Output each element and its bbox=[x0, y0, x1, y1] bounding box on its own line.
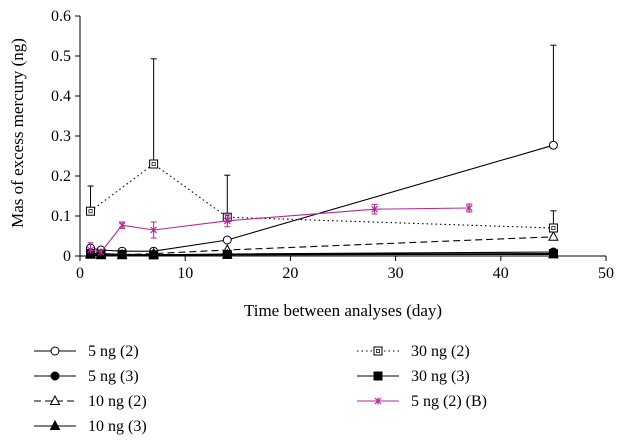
data-point bbox=[150, 226, 158, 234]
data-point bbox=[548, 140, 558, 150]
data-point bbox=[50, 371, 60, 381]
data-point-inner bbox=[88, 209, 93, 214]
data-point bbox=[548, 230, 559, 241]
data-point bbox=[86, 206, 96, 216]
series-layer bbox=[85, 44, 559, 260]
data-point bbox=[465, 204, 473, 212]
series bbox=[86, 249, 558, 260]
legend-item: 5 ng (2) (B) bbox=[357, 393, 487, 410]
data-point-box bbox=[548, 223, 558, 233]
legend-item: 5 ng (3) bbox=[34, 368, 139, 385]
data-point bbox=[373, 371, 383, 381]
y-tick-label: 0.4 bbox=[51, 88, 71, 105]
series bbox=[86, 44, 558, 256]
data-point bbox=[373, 346, 383, 356]
data-point bbox=[149, 159, 159, 169]
y-tick-label: 0 bbox=[63, 248, 71, 265]
x-tick-label: 40 bbox=[493, 265, 509, 282]
data-point bbox=[97, 248, 105, 256]
x-tick-label: 10 bbox=[177, 265, 193, 282]
data-point bbox=[87, 246, 94, 254]
legend-item: 10 ng (3) bbox=[34, 418, 147, 435]
legend-label: 5 ng (3) bbox=[88, 368, 139, 385]
data-point-box bbox=[149, 159, 159, 169]
data-point-box bbox=[86, 206, 96, 216]
data-point bbox=[50, 346, 60, 356]
y-tick-label: 0.6 bbox=[51, 8, 71, 25]
data-point bbox=[222, 249, 232, 259]
legend-item: 5 ng (2) bbox=[34, 343, 139, 360]
legend-item: 10 ng (2) bbox=[34, 393, 147, 410]
data-point bbox=[371, 205, 378, 213]
series bbox=[87, 203, 473, 256]
x-tick-label: 20 bbox=[282, 265, 298, 282]
legend-item: 30 ng (3) bbox=[357, 368, 470, 385]
x-tick-label: 30 bbox=[388, 265, 404, 282]
data-point bbox=[149, 250, 159, 260]
y-tick-label: 0.2 bbox=[51, 168, 71, 185]
data-point-inner bbox=[151, 162, 156, 166]
data-point-inner bbox=[551, 226, 556, 230]
legend-label: 5 ng (2) (B) bbox=[411, 393, 487, 410]
legend-label: 30 ng (2) bbox=[411, 343, 470, 360]
data-point bbox=[49, 419, 61, 430]
x-tick-label: 0 bbox=[76, 265, 84, 282]
y-tick-label: 0.1 bbox=[51, 208, 71, 225]
y-tick-label: 0.5 bbox=[51, 48, 71, 65]
legend-label: 10 ng (3) bbox=[88, 418, 147, 435]
series bbox=[86, 58, 558, 233]
data-point bbox=[118, 221, 126, 229]
data-point bbox=[223, 217, 231, 225]
data-point bbox=[117, 249, 127, 259]
data-point bbox=[49, 394, 61, 405]
series-line bbox=[90, 163, 554, 229]
series-line bbox=[90, 144, 554, 252]
legend-label: 5 ng (2) bbox=[88, 343, 139, 360]
legend-label: 30 ng (3) bbox=[411, 368, 470, 385]
series-line bbox=[90, 207, 470, 253]
legend-label: 10 ng (2) bbox=[88, 393, 147, 410]
data-point bbox=[374, 397, 382, 405]
legend: 5 ng (2) 5 ng (3) 10 ng (2) 10 ng (3) 30 ng … bbox=[34, 343, 487, 435]
axes: 0 10 20 30 40 50 0 0.1 0.2 0.3 0.4 0.5 0.6 bbox=[51, 8, 614, 282]
data-point bbox=[548, 249, 558, 259]
y-tick-label: 0.3 bbox=[51, 128, 71, 145]
data-point-box bbox=[373, 346, 383, 356]
data-point bbox=[222, 235, 232, 245]
legend-item: 30 ng (2) bbox=[357, 343, 470, 360]
x-axis-title: Time between analyses (day) bbox=[244, 301, 442, 320]
data-point-inner bbox=[376, 349, 380, 353]
y-axis-title: Mas of excess mercury (ng) bbox=[8, 38, 27, 228]
x-tick-label: 50 bbox=[598, 265, 614, 282]
data-point bbox=[548, 223, 558, 233]
